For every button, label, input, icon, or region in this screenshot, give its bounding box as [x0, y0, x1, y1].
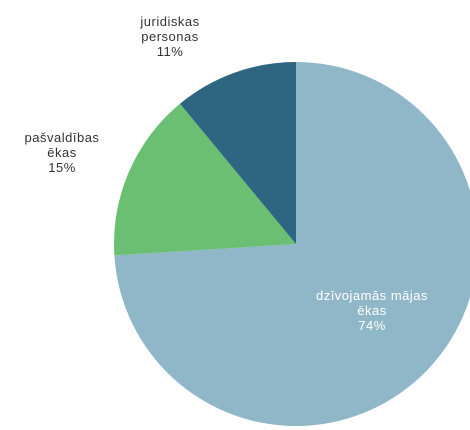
pie-slice-label-line: 15%: [48, 160, 76, 175]
pie-slice-2: [179, 62, 296, 244]
pie-slice-label-line: juridiskas: [139, 14, 199, 29]
pie-slice-label-line: 74%: [358, 318, 386, 333]
pie-slice-label-line: dzīvojamās mājas: [316, 288, 428, 303]
pie-slice-label-line: 11%: [157, 44, 184, 59]
pie-slice-label-line: pašvaldības: [25, 130, 100, 145]
pie-slice-1: [114, 103, 296, 256]
pie-slice-0: [114, 62, 470, 426]
pie-slice-label-line: ēkas: [47, 145, 76, 160]
pie-slice-label-1: pašvaldības ēkas 15%: [25, 130, 100, 175]
pie-slice-label-line: personas: [141, 29, 198, 44]
pie-slice-label-line: ēkas: [357, 303, 386, 318]
pie-slice-label-2: juridiskas personas 11%: [139, 14, 199, 59]
pie-slice-label-0: dzīvojamās mājas ēkas 74%: [316, 288, 428, 333]
